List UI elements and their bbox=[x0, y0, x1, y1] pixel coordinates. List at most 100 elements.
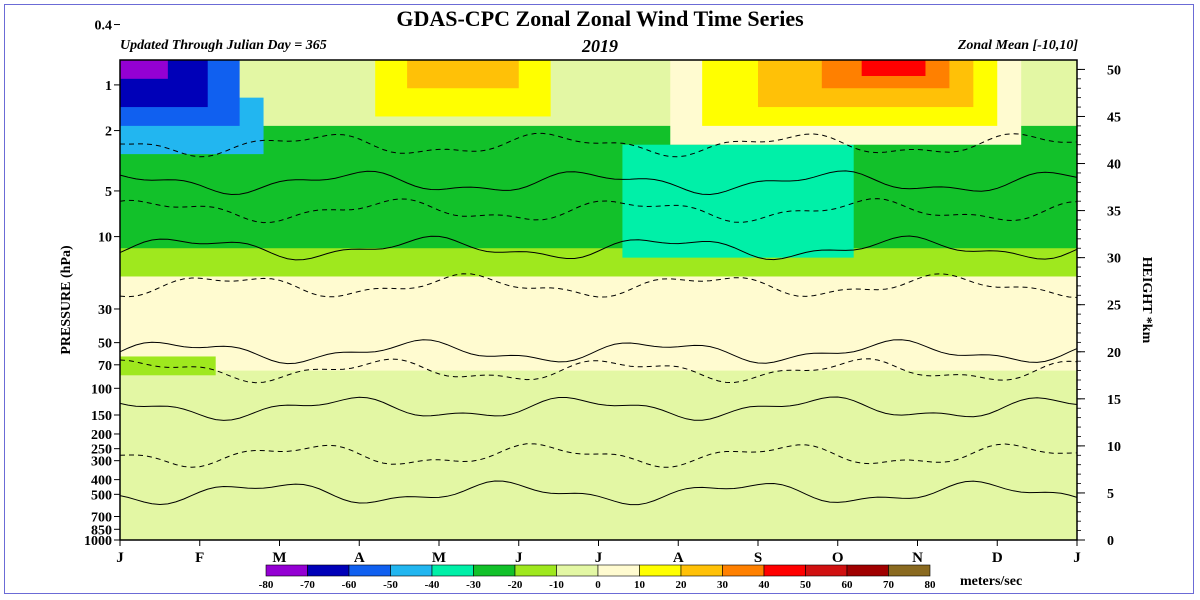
height-axis-label: HEIGHT *km bbox=[1139, 257, 1154, 344]
height-tick-label: 10 bbox=[1107, 440, 1121, 455]
colorbar-bin bbox=[763, 564, 806, 577]
colorbar-bin bbox=[888, 564, 931, 577]
contour-line bbox=[119, 396, 1078, 421]
colorbar-bin bbox=[390, 564, 433, 577]
pressure-tick-label: 250 bbox=[91, 443, 112, 458]
colorbar-tick-label: 60 bbox=[842, 579, 854, 591]
pressure-tick-label: 100 bbox=[91, 382, 112, 397]
pressure-tick-label: 2 bbox=[105, 125, 112, 140]
figure-frame bbox=[4, 4, 1194, 594]
lower-strat-band bbox=[120, 276, 1077, 371]
west-autumn-40 bbox=[861, 60, 926, 76]
easterly-patch-feb bbox=[120, 356, 216, 376]
year-label: 2019 bbox=[582, 36, 618, 56]
colorbar-tick-label: -40 bbox=[425, 579, 440, 591]
contour-line bbox=[119, 198, 1078, 224]
month-tick-label: J bbox=[515, 550, 523, 566]
month-tick-label: N bbox=[912, 550, 923, 566]
pressure-tick-label: 50 bbox=[98, 337, 112, 352]
pressure-tick-label: 400 bbox=[91, 474, 112, 489]
contour-line bbox=[119, 273, 1078, 298]
height-tick-label: 25 bbox=[1107, 299, 1121, 314]
colorbar-tick-label: 50 bbox=[800, 579, 812, 591]
colorbar-tick-label: 70 bbox=[883, 579, 895, 591]
contour-line bbox=[119, 235, 1078, 261]
month-tick-label: A bbox=[354, 550, 365, 566]
colorbar-tick-label: 30 bbox=[717, 579, 729, 591]
height-tick-label: 15 bbox=[1107, 393, 1121, 408]
colorbar-bin bbox=[307, 564, 350, 577]
colorbar-tick-label: 40 bbox=[759, 579, 771, 591]
colorbar-bin bbox=[805, 564, 848, 577]
colorbar-bin bbox=[473, 564, 516, 577]
colorbar-bin bbox=[846, 564, 889, 577]
colorbar-tick-label: -60 bbox=[342, 579, 357, 591]
pressure-tick-label: 1000 bbox=[84, 534, 112, 549]
month-tick-label: D bbox=[992, 550, 1003, 566]
colorbar-bin bbox=[722, 564, 765, 577]
colorbar-bin bbox=[639, 564, 682, 577]
colorbar-bin bbox=[680, 564, 723, 577]
colorbar-tick-label: 10 bbox=[634, 579, 646, 591]
band-neg70-80 bbox=[120, 60, 168, 79]
colorbar-bin bbox=[348, 564, 391, 577]
pressure-tick-label: 500 bbox=[91, 488, 112, 503]
colorbar-tick-label: 80 bbox=[925, 579, 937, 591]
height-tick-label: 5 bbox=[1107, 487, 1114, 502]
contour-line bbox=[119, 358, 1078, 384]
month-tick-label: M bbox=[432, 550, 446, 566]
colorbar-tick-label: -20 bbox=[508, 579, 523, 591]
colorbar-unit-label: meters/sec bbox=[960, 574, 1022, 589]
month-tick-label: M bbox=[272, 550, 286, 566]
height-tick-label: 30 bbox=[1107, 252, 1121, 267]
month-tick-label: J bbox=[1073, 550, 1081, 566]
colorbar-tick-label: 20 bbox=[676, 579, 688, 591]
colorbar-tick-label: -30 bbox=[466, 579, 481, 591]
month-tick-label: J bbox=[595, 550, 603, 566]
pressure-tick-label: 850 bbox=[91, 523, 112, 538]
month-tick-label: S bbox=[754, 550, 762, 566]
update-note: Updated Through Julian Day = 365 bbox=[120, 38, 327, 53]
height-tick-label: 0 bbox=[1107, 534, 1114, 549]
pressure-tick-label: 1 bbox=[105, 79, 112, 94]
colorbar-tick-label: -50 bbox=[383, 579, 398, 591]
month-tick-label: J bbox=[116, 550, 124, 566]
pressure-tick-label: 5 bbox=[105, 185, 112, 200]
colorbar-tick-label: 0 bbox=[595, 579, 601, 591]
month-tick-label: F bbox=[195, 550, 204, 566]
height-tick-label: 35 bbox=[1107, 205, 1121, 220]
zonal-mean-note: Zonal Mean [-10,10] bbox=[957, 38, 1078, 53]
pressure-tick-label: 700 bbox=[91, 511, 112, 526]
colorbar-bin bbox=[597, 564, 640, 577]
month-tick-label: A bbox=[673, 550, 684, 566]
colorbar-bin bbox=[514, 564, 557, 577]
band-neg20-30 bbox=[120, 125, 1077, 249]
pressure-tick-label: 10 bbox=[98, 231, 112, 246]
band-neg30-40 bbox=[622, 144, 854, 258]
pressure-tick-label: 300 bbox=[91, 455, 112, 470]
height-tick-label: 20 bbox=[1107, 346, 1121, 361]
contour-line bbox=[119, 443, 1078, 468]
chart-title: GDAS-CPC Zonal Zonal Wind Time Series bbox=[396, 6, 804, 31]
colorbar-bin bbox=[556, 564, 599, 577]
height-tick-label: 40 bbox=[1107, 158, 1121, 173]
contour-line bbox=[119, 132, 1078, 158]
pressure-tick-label: 30 bbox=[98, 303, 112, 318]
pressure-axis-label: PRESSURE (hPa) bbox=[59, 245, 74, 355]
colorbar-bin bbox=[431, 564, 474, 577]
contour-line bbox=[119, 170, 1078, 196]
colorbar-bin bbox=[265, 564, 308, 577]
contour-line bbox=[119, 339, 1078, 365]
height-tick-label: 50 bbox=[1107, 63, 1121, 78]
colorbar-tick-label: -80 bbox=[259, 579, 274, 591]
pressure-tick-label: 200 bbox=[91, 428, 112, 443]
pressure-tick-label: 150 bbox=[91, 409, 112, 424]
colorbar-tick-label: -10 bbox=[549, 579, 564, 591]
contour-line bbox=[119, 480, 1078, 506]
height-tick-label: 45 bbox=[1107, 110, 1121, 125]
month-tick-label: O bbox=[832, 550, 844, 566]
colorbar-tick-label: -70 bbox=[300, 579, 315, 591]
west-spring-20 bbox=[407, 60, 519, 89]
pressure-tick-label: 70 bbox=[98, 359, 112, 374]
